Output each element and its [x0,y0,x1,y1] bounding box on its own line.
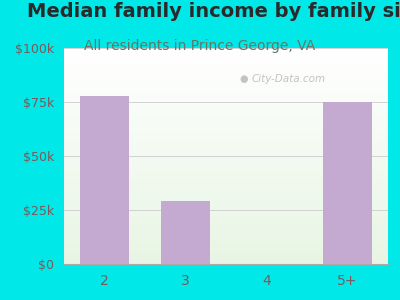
Text: All residents in Prince George, VA: All residents in Prince George, VA [84,39,316,53]
Title: Median family income by family size: Median family income by family size [27,2,400,21]
Bar [80,95,129,264]
Bar [323,102,372,264]
Bar [161,201,210,264]
Text: City-Data.com: City-Data.com [252,74,326,84]
Text: ●: ● [239,74,248,84]
